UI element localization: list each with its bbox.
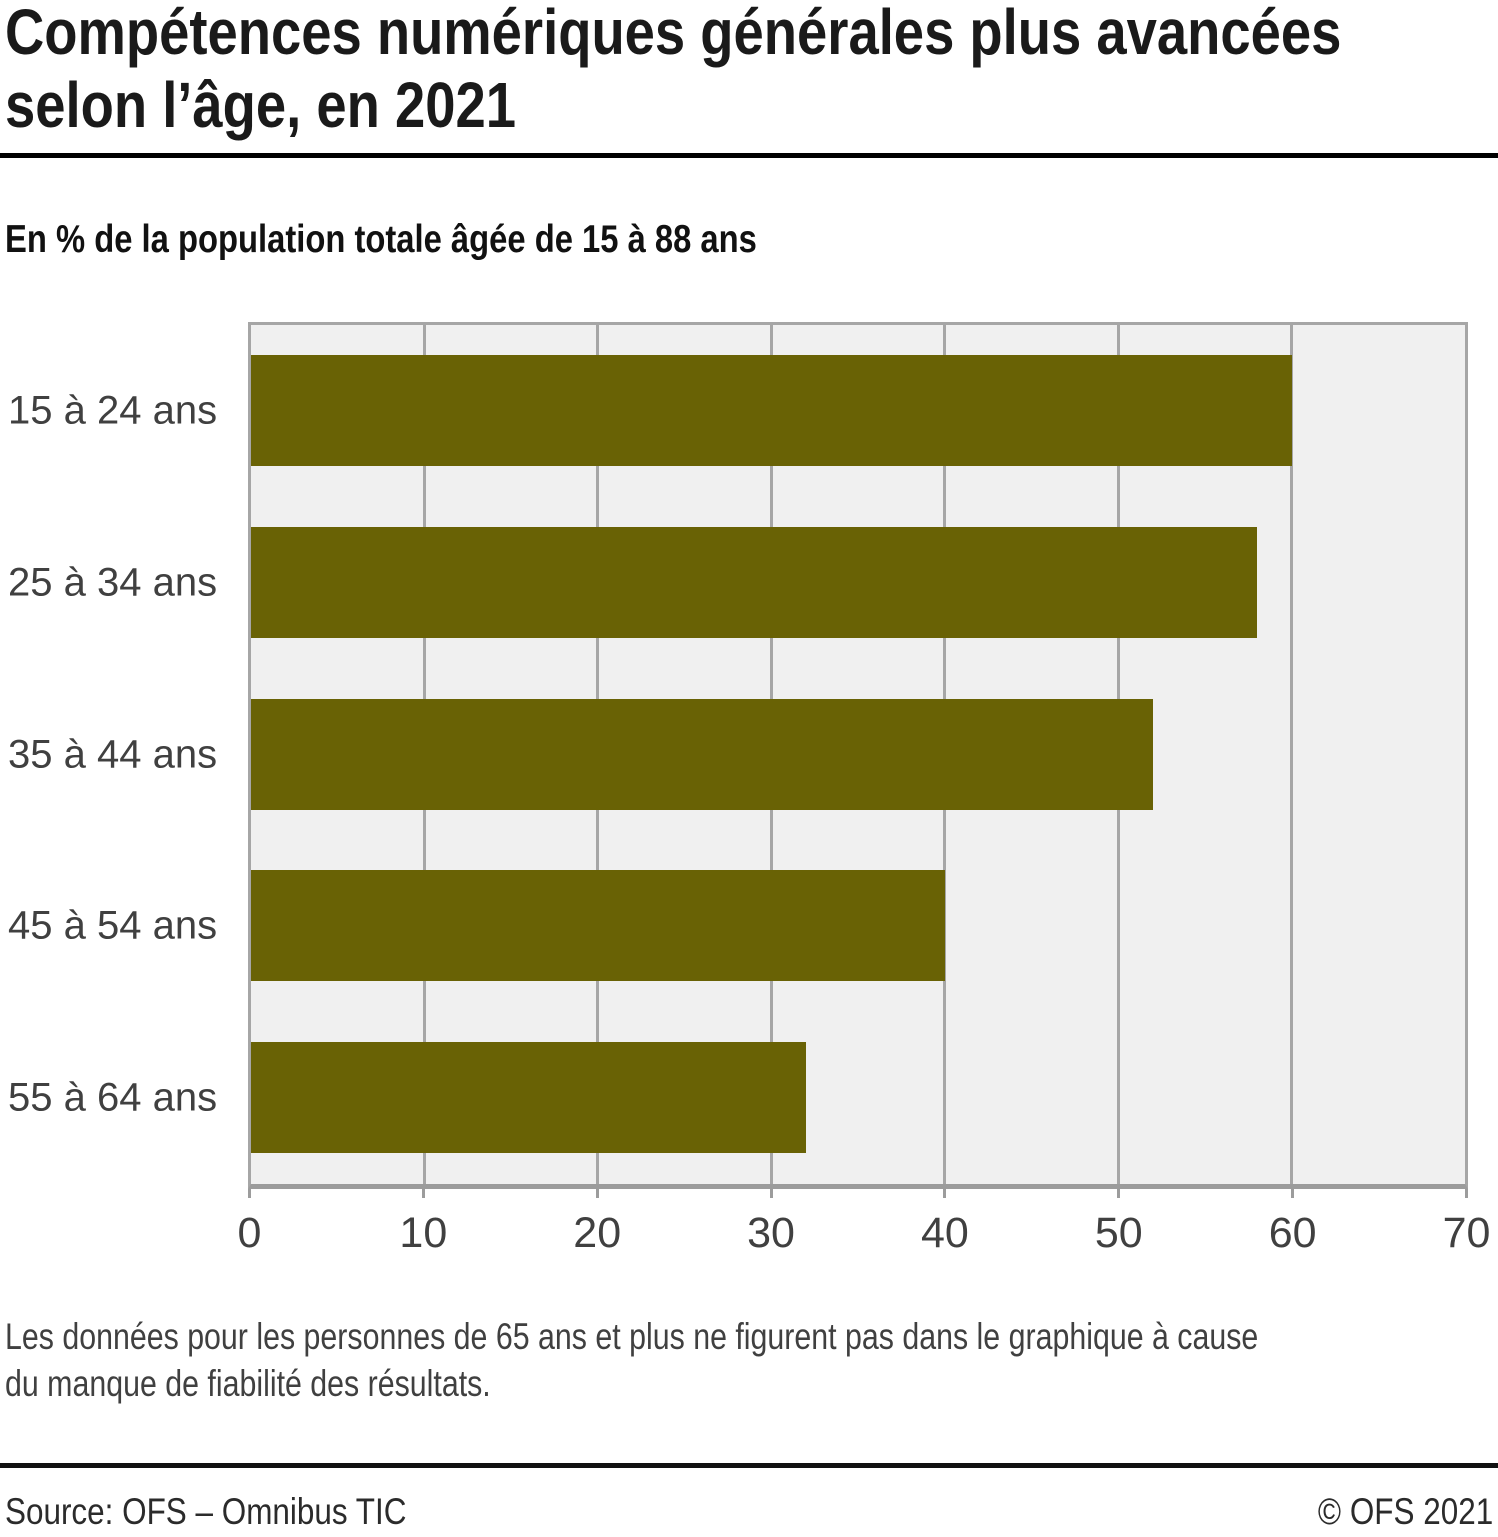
x-tick-label: 70 — [1442, 1209, 1491, 1257]
y-axis-label: 25 à 34 ans — [8, 560, 218, 605]
chart-title-line2: selon l’âge, en 2021 — [5, 69, 517, 141]
title-divider — [0, 153, 1498, 158]
y-axis-label: 45 à 54 ans — [8, 903, 218, 948]
x-axis-tick — [943, 1189, 947, 1198]
footnote-line1: Les données pour les personnes de 65 ans… — [5, 1316, 1259, 1357]
x-tick-label: 0 — [237, 1209, 262, 1257]
x-axis-tick — [595, 1189, 599, 1198]
x-axis-tick — [1291, 1189, 1295, 1198]
x-tick-label: 60 — [1268, 1209, 1317, 1257]
copyright-label: © OFS 2021 — [1317, 1491, 1493, 1532]
plot-area — [248, 322, 1468, 1189]
x-axis-tick — [421, 1189, 425, 1198]
y-axis-label: 15 à 24 ans — [8, 388, 218, 433]
footnote: Les données pour les personnes de 65 ans… — [5, 1313, 1258, 1407]
source-label: Source: OFS – Omnibus TIC — [5, 1491, 407, 1532]
y-axis-label: 55 à 64 ans — [8, 1075, 218, 1120]
x-tick-label: 30 — [747, 1209, 795, 1257]
chart-title-line1: Compétences numériques générales plus av… — [5, 0, 1342, 68]
x-axis-tick — [769, 1189, 773, 1198]
x-tick-label: 10 — [399, 1209, 448, 1257]
y-axis-label: 35 à 44 ans — [8, 732, 218, 776]
x-axis-tick — [1465, 1189, 1468, 1198]
chart-subtitle: En % de la population totale âgée de 15 … — [5, 218, 757, 261]
x-tick-label: 20 — [573, 1209, 622, 1257]
gridline — [1290, 325, 1294, 1184]
x-axis-tick — [1117, 1189, 1121, 1198]
footnote-line2: du manque de fiabilité des résultats. — [5, 1363, 491, 1404]
bar — [251, 698, 1153, 810]
bar — [251, 526, 1257, 638]
bar — [251, 1042, 806, 1154]
x-tick-label: 50 — [1094, 1209, 1143, 1257]
bar — [251, 870, 945, 982]
chart-title: Compétences numériques générales plus av… — [5, 0, 1341, 142]
x-tick-label: 40 — [921, 1209, 969, 1257]
x-axis-tick — [248, 1189, 251, 1198]
bar — [251, 355, 1292, 466]
footer-divider — [0, 1463, 1498, 1468]
